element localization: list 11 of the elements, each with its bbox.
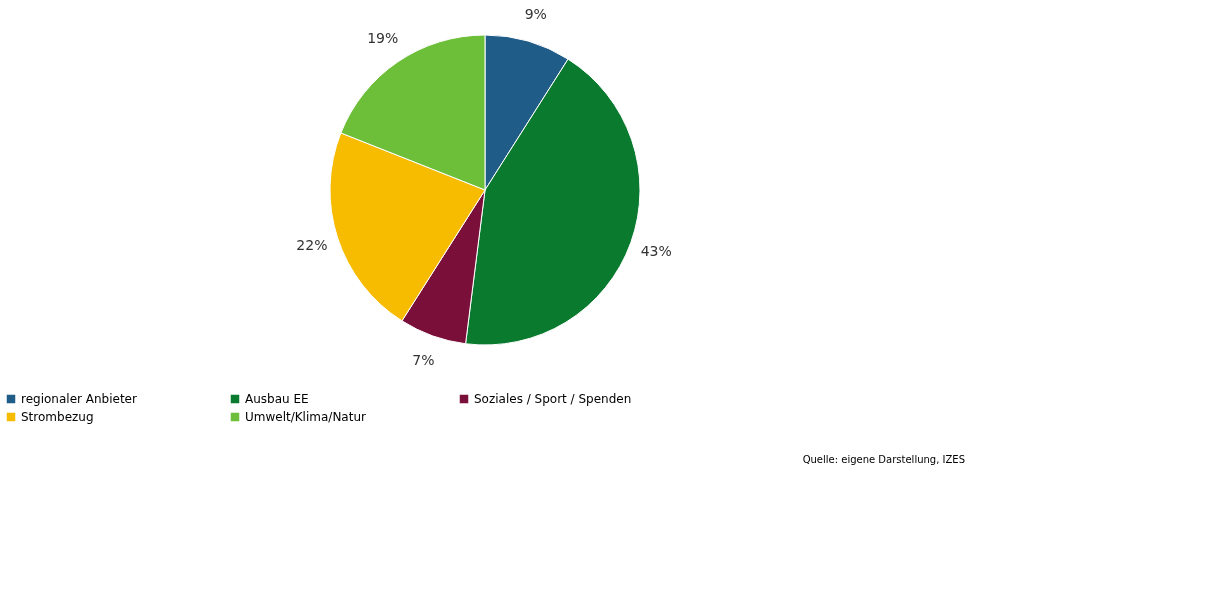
legend-label: regionaler Anbieter [21,392,138,406]
legend-label: Ausbau EE [245,392,309,406]
data-label: 19% [367,30,399,47]
data-label: 43% [640,242,672,259]
source-note: Quelle: eigene Darstellung, IZES [802,454,965,465]
data-label: 22% [296,237,328,254]
data-label: 7% [412,352,435,369]
legend-label: Strombezug [21,410,94,424]
legend-label: Umwelt/Klima/Natur [245,410,367,424]
data-label: 9% [524,6,547,23]
legend-label: Soziales / Sport / Spenden [474,392,632,406]
